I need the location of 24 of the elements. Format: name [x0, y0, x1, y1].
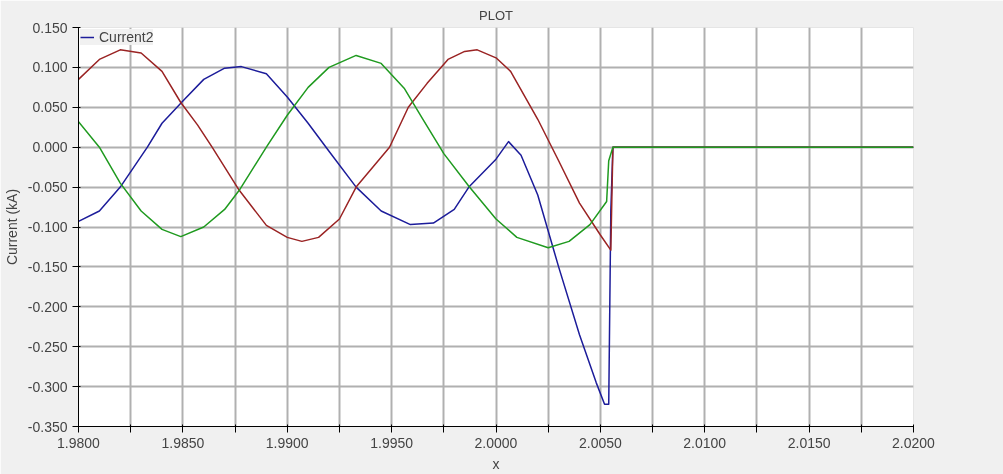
x-tick-label: 1.9950 [370, 434, 414, 451]
x-tick-label: 1.9800 [57, 434, 101, 451]
y-tick-label: 0.150 [32, 19, 68, 36]
y-tick-label: -0.350 [27, 418, 68, 435]
y-axis-title: Current (kA) [3, 188, 20, 266]
x-tick-label: 2.0150 [787, 434, 831, 451]
y-tick-label: -0.050 [27, 179, 68, 196]
y-tick-label: -0.100 [27, 219, 68, 235]
y-tick-label: -0.250 [27, 338, 68, 355]
text: Current2 [99, 29, 154, 45]
y-tick-label: 0.100 [32, 59, 68, 76]
x-tick-label: 1.9850 [161, 434, 205, 451]
x-tick-label: 2.0050 [578, 434, 622, 451]
y-tick-label: -0.150 [27, 258, 68, 275]
y-tick-label: -0.300 [27, 378, 68, 395]
y-tick-label: 0.050 [32, 99, 68, 116]
x-axis-title: x [492, 455, 500, 472]
chart-title: PLOT [479, 7, 514, 23]
y-tick-label: -0.200 [27, 298, 68, 315]
x-tick-label: 2.0200 [892, 434, 936, 451]
x-tick-label: 1.9900 [265, 434, 309, 451]
y-tick-label: 0.000 [32, 139, 68, 156]
x-tick-label: 2.0000 [474, 434, 518, 451]
x-tick-label: 2.0100 [683, 434, 727, 451]
